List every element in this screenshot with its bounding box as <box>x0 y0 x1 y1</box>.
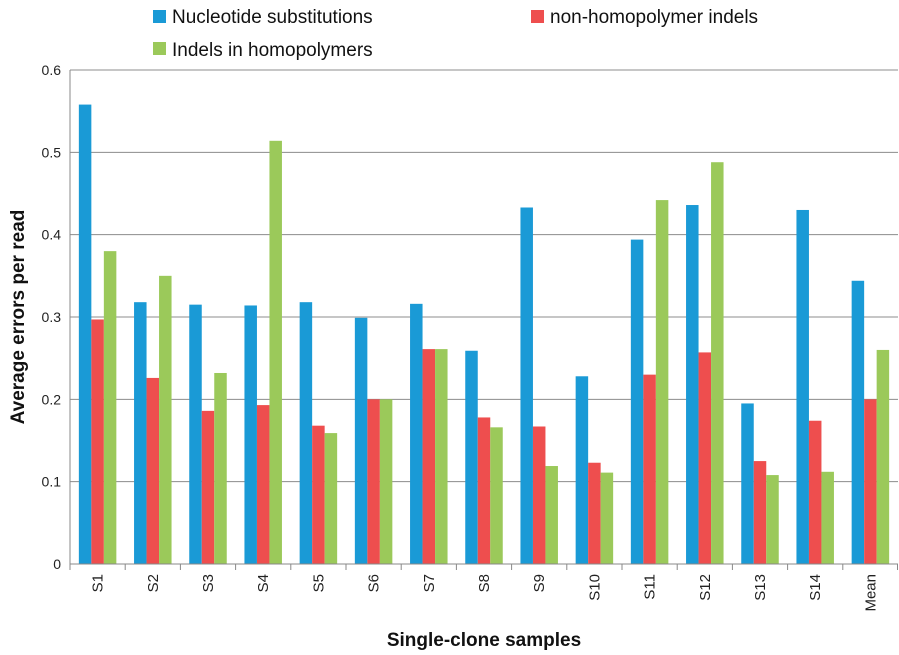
bar-non-homopolymer-indels-mean <box>864 399 877 564</box>
bar-indels-in-homopolymers-s3 <box>214 372 227 564</box>
bar-non-homopolymer-indels-s13 <box>753 461 767 564</box>
x-tick-label: S7 <box>421 574 438 592</box>
bar-indels-in-homopolymers-s6 <box>379 399 393 564</box>
bar-indels-in-homopolymers-s1 <box>103 251 117 564</box>
bar-non-homopolymer-indels-s2 <box>146 377 160 564</box>
legend-label-nucleotide-substitutions: Nucleotide substitutions <box>172 7 373 28</box>
bar-nucleotide-substitutions-s8 <box>465 350 478 564</box>
bar-nucleotide-substitutions-s3 <box>189 304 202 564</box>
x-tick-label: S4 <box>255 574 272 592</box>
x-tick-label: S5 <box>310 574 327 592</box>
x-tick-label: S12 <box>697 574 714 601</box>
y-tick-label: 0.3 <box>42 309 62 325</box>
bar-indels-in-homopolymers-s5 <box>324 433 338 564</box>
bar-nucleotide-substitutions-s10 <box>575 376 589 564</box>
bar-nucleotide-substitutions-s11 <box>630 239 644 564</box>
x-tick-label: S14 <box>807 574 824 601</box>
bar-indels-in-homopolymers-s9 <box>545 466 558 564</box>
bar-nucleotide-substitutions-s1 <box>78 104 92 564</box>
x-tick-label: S2 <box>145 574 162 592</box>
x-tick-label: Mean <box>862 574 879 612</box>
bar-non-homopolymer-indels-s12 <box>698 352 712 564</box>
x-tick-label: S13 <box>752 574 769 601</box>
x-tick-label: S10 <box>586 574 603 601</box>
x-tick-label: S9 <box>531 574 548 592</box>
bar-non-homopolymer-indels-s8 <box>477 417 491 564</box>
bar-non-homopolymer-indels-s7 <box>422 349 436 564</box>
bar-indels-in-homopolymers-s4 <box>269 140 282 564</box>
bars <box>78 104 890 565</box>
bar-nucleotide-substitutions-s2 <box>134 302 147 564</box>
bar-nucleotide-substitutions-s13 <box>741 403 754 564</box>
y-tick-label: 0.4 <box>42 227 62 243</box>
x-tick-label: S8 <box>476 574 493 592</box>
bar-indels-in-homopolymers-mean <box>876 349 890 564</box>
bar-nucleotide-substitutions-s12 <box>686 205 699 564</box>
bar-non-homopolymer-indels-s5 <box>312 425 325 564</box>
x-tick-label: S6 <box>366 574 383 592</box>
bar-non-homopolymer-indels-s11 <box>643 374 656 564</box>
bar-indels-in-homopolymers-s2 <box>159 275 172 564</box>
bar-nucleotide-substitutions-s5 <box>299 302 313 564</box>
legend-label-non-homopolymer-indels: non-homopolymer indels <box>550 7 758 28</box>
x-tick-label: S3 <box>200 574 217 592</box>
bar-nucleotide-substitutions-mean <box>851 280 865 564</box>
x-axis-ticks: S1 S2 S3 S4 S5 S6 S7 S8 S9 S10 S11 S12 S13 S14 Mean <box>69 564 898 612</box>
bar-non-homopolymer-indels-s1 <box>91 319 104 564</box>
bar-indels-in-homopolymers-s10 <box>600 472 614 564</box>
y-tick-label: 0 <box>53 556 61 572</box>
y-tick-label: 0.2 <box>42 391 62 407</box>
bar-non-homopolymer-indels-s6 <box>367 399 380 564</box>
legend-label-indels-in-homopolymers: Indels in homopolymers <box>172 40 373 61</box>
bar-non-homopolymer-indels-s3 <box>201 410 215 564</box>
bar-indels-in-homopolymers-s12 <box>711 162 724 565</box>
bar-nucleotide-substitutions-s7 <box>410 303 423 564</box>
bar-non-homopolymer-indels-s9 <box>532 426 546 564</box>
y-tick-label: 0.5 <box>42 144 62 160</box>
bar-non-homopolymer-indels-s4 <box>256 405 270 564</box>
bar-nucleotide-substitutions-s6 <box>354 317 368 564</box>
y-axis-ticks: 0 0.1 0.2 0.3 0.4 0.5 0.6 <box>42 62 62 572</box>
bar-non-homopolymer-indels-s10 <box>588 462 601 564</box>
bar-nucleotide-substitutions-s4 <box>244 305 257 564</box>
bar-indels-in-homopolymers-s13 <box>766 475 779 564</box>
y-tick-label: 0.1 <box>42 474 62 490</box>
bar-nucleotide-substitutions-s9 <box>520 207 533 564</box>
bar-indels-in-homopolymers-s14 <box>821 471 834 564</box>
x-tick-label: S11 <box>642 574 659 600</box>
y-axis-title: Average errors per read <box>8 210 29 425</box>
legend-swatch-non-homopolymer-indels <box>531 10 544 23</box>
x-tick-label: S1 <box>90 574 107 592</box>
x-axis-title: Single-clone samples <box>387 630 581 651</box>
bar-nucleotide-substitutions-s14 <box>796 209 809 564</box>
bar-indels-in-homopolymers-s7 <box>435 349 448 564</box>
legend-swatch-nucleotide-substitutions <box>153 10 166 23</box>
bar-indels-in-homopolymers-s11 <box>655 200 669 564</box>
y-tick-label: 0.6 <box>42 62 62 78</box>
legend: Nucleotide substitutions non-homopolymer… <box>153 7 758 61</box>
bar-non-homopolymer-indels-s14 <box>808 420 822 564</box>
bar-indels-in-homopolymers-s8 <box>490 427 503 564</box>
legend-swatch-indels-in-homopolymers <box>153 42 166 55</box>
